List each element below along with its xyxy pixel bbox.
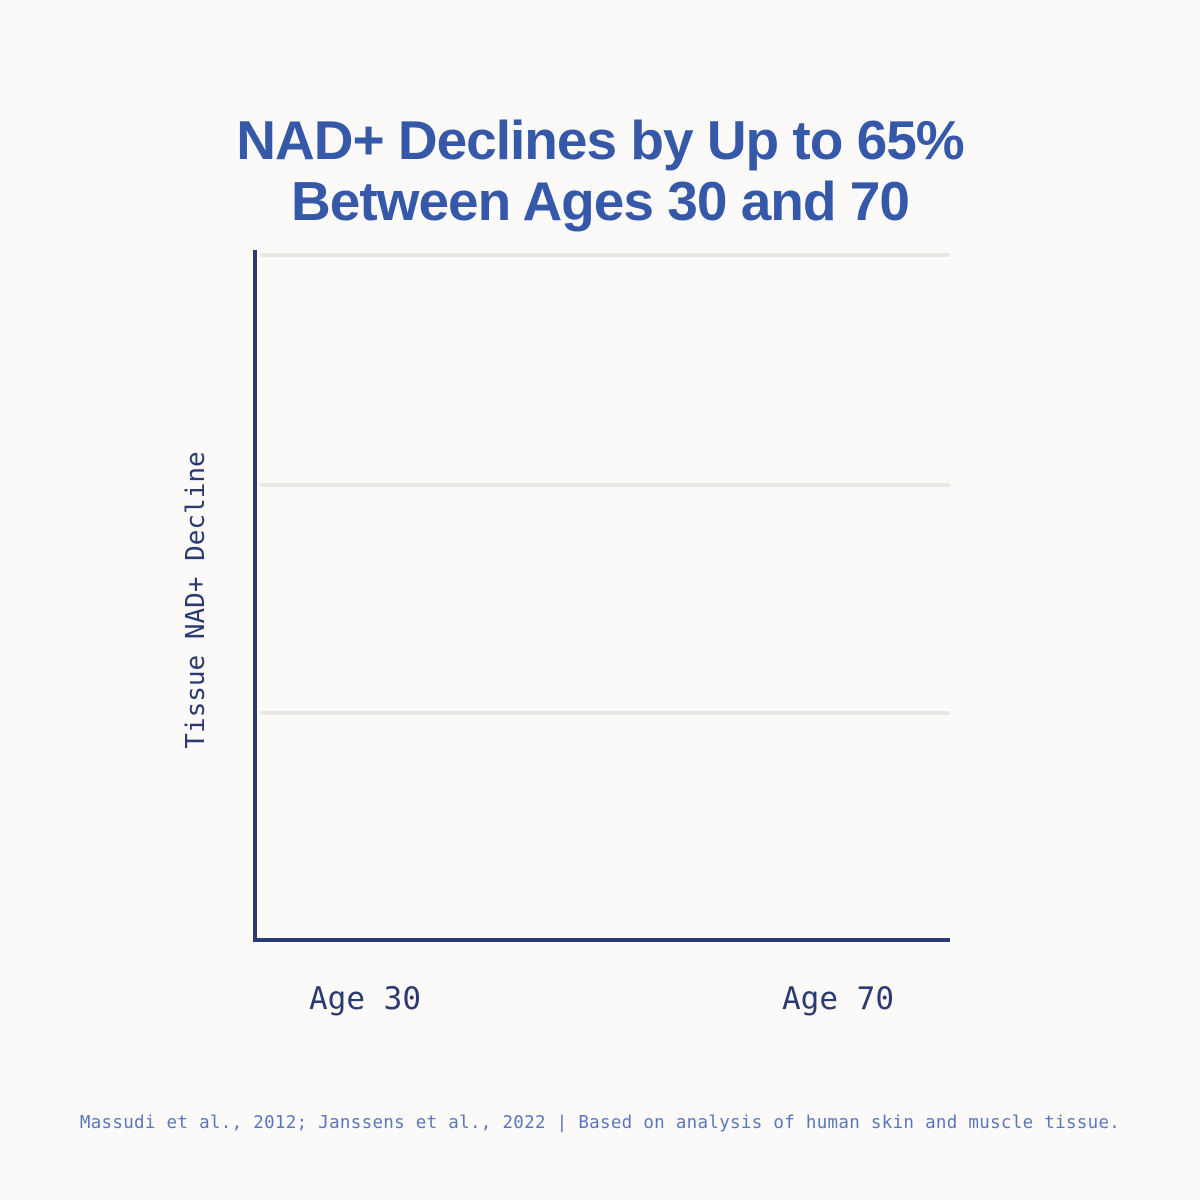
- chart-title: NAD+ Declines by Up to 65% Between Ages …: [0, 110, 1200, 232]
- chart-title-line-2: Between Ages 30 and 70: [291, 170, 910, 232]
- gridline-bottom: [260, 711, 950, 715]
- gridline-middle: [260, 483, 950, 487]
- x-tick-age-30: Age 30: [309, 981, 421, 1017]
- source-citation: Massudi et al., 2012; Janssens et al., 2…: [79, 1113, 1121, 1133]
- y-axis-label: Tissue NAD+ Decline: [181, 451, 211, 749]
- x-tick-age-70: Age 70: [782, 981, 894, 1017]
- chart-title-line-1: NAD+ Declines by Up to 65%: [236, 109, 964, 171]
- gridline-top: [260, 253, 950, 257]
- plot-area: [253, 250, 950, 942]
